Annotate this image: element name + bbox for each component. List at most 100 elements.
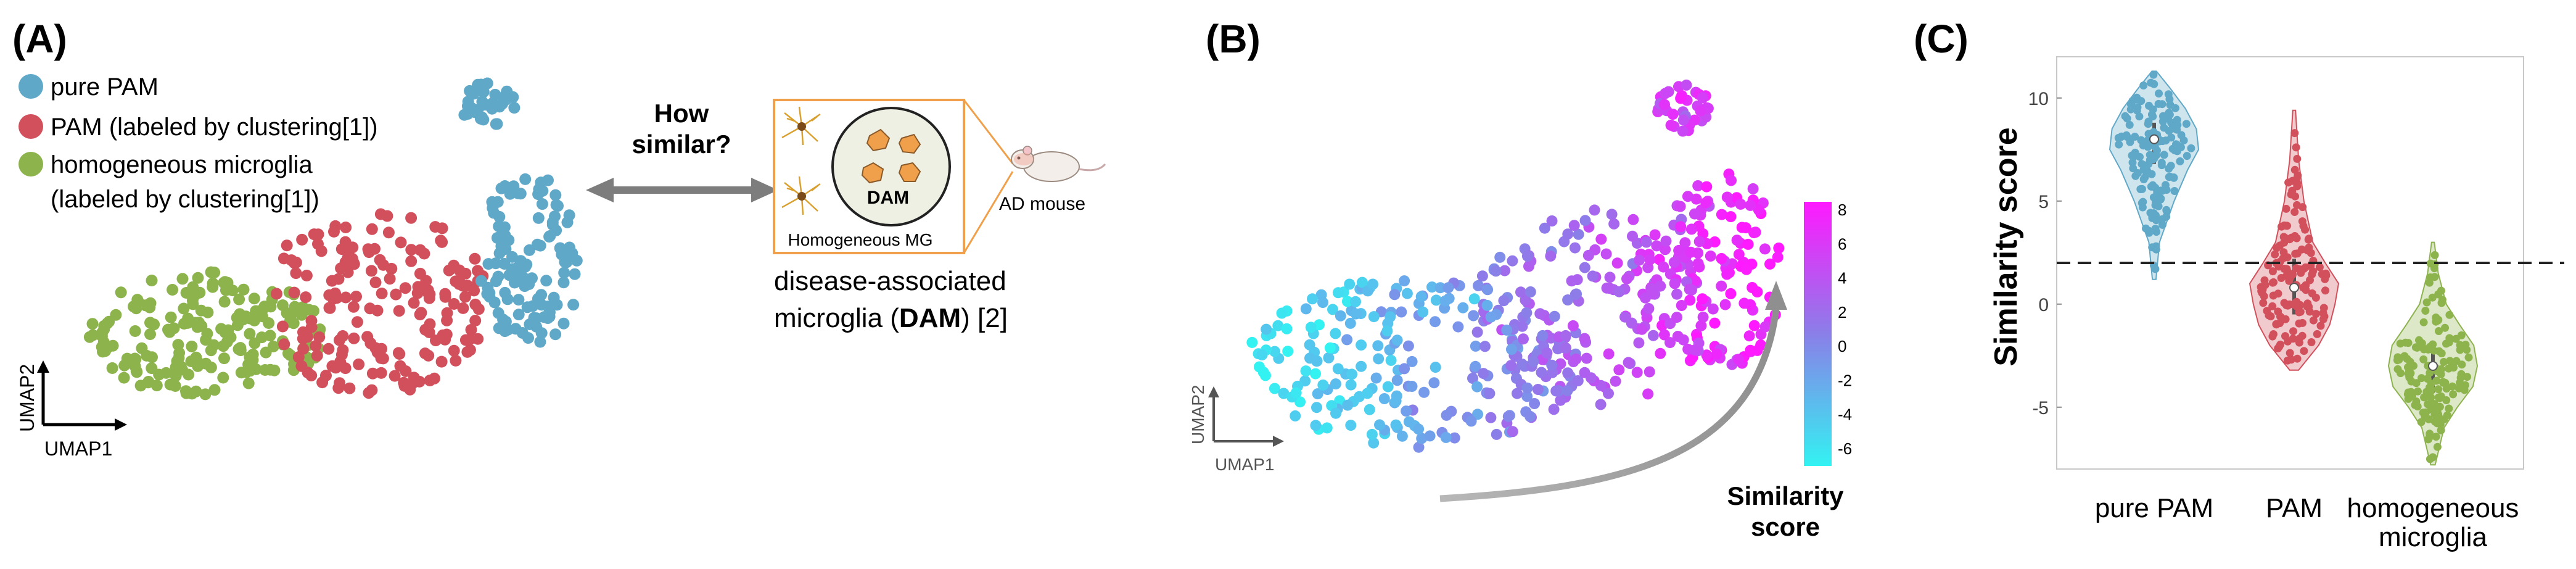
similarity-point-253 [1697, 311, 1709, 323]
similarity-point-383 [1644, 254, 1656, 265]
umap1-label-b: UMAP1 [1215, 455, 1274, 474]
umap-point-369 [278, 252, 290, 265]
similarity-point-384 [1604, 272, 1616, 283]
similarity-point-258 [1507, 255, 1518, 267]
violin-point [2122, 131, 2131, 139]
umap-point-404 [488, 296, 501, 309]
similarity-point-357 [1610, 375, 1621, 387]
umap-point-157 [189, 289, 201, 302]
umap-point-114 [87, 329, 99, 341]
panel-a-label: (A) [12, 17, 67, 61]
similarity-point-563 [1675, 93, 1687, 104]
umap-point-522 [489, 88, 501, 101]
similarity-point-256 [1516, 320, 1528, 332]
umap-point-434 [535, 289, 548, 301]
violin-point [2133, 93, 2141, 102]
violin-point [2128, 151, 2136, 160]
similarity-point-63 [1312, 388, 1323, 400]
umap-point-165 [129, 352, 141, 365]
violin-point [2445, 310, 2454, 319]
violin-point [2187, 144, 2195, 152]
similarity-point-378 [1525, 286, 1536, 297]
umap-point-322 [326, 275, 338, 287]
violin-point [2293, 179, 2302, 188]
violin-point [2433, 442, 2442, 451]
umap-point-197 [400, 365, 412, 377]
violin-point [2414, 387, 2422, 396]
umap-point-360 [328, 225, 340, 238]
umap-point-508 [477, 99, 489, 111]
colorbar-tick-label: 4 [1838, 269, 1846, 288]
similarity-point-15 [1473, 280, 1484, 291]
umap-point-47 [169, 380, 181, 392]
umap-point-314 [290, 256, 302, 268]
similarity-point-397 [1476, 270, 1488, 282]
similarity-point-342 [1501, 324, 1513, 336]
ad-mouse-label: AD mouse [999, 194, 1085, 214]
umap-point-191 [300, 270, 313, 281]
umap-point-176 [131, 294, 144, 306]
umap-point-216 [340, 291, 352, 304]
violin-point [2157, 159, 2166, 167]
violin-point [2427, 380, 2435, 388]
similarity-point-237 [1651, 240, 1663, 252]
similarity-point-221 [1441, 409, 1452, 421]
similarity-point-358 [1518, 333, 1529, 345]
umap-point-178 [146, 362, 158, 375]
umap-point-438 [540, 275, 553, 287]
umap-point-475 [536, 198, 548, 210]
similarity-point-89 [1356, 360, 1367, 372]
similarity-point-30 [1498, 295, 1510, 307]
similarity-point-332 [1579, 262, 1590, 273]
umap-point-130 [144, 301, 156, 314]
violin-point [2151, 197, 2160, 206]
violin-point [2319, 304, 2328, 312]
similarity-point-56 [1390, 395, 1402, 407]
similarity-point-171 [1548, 404, 1560, 415]
umap-point-184 [296, 301, 308, 314]
umap-point-447 [549, 328, 562, 341]
umap-point-488 [521, 301, 533, 314]
similarity-point-476 [1740, 264, 1752, 275]
similarity-point-159 [1282, 346, 1294, 357]
umap-point-429 [512, 294, 525, 306]
similarity-point-109 [1449, 432, 1460, 444]
umap-point-295 [312, 228, 324, 241]
similarity-point-349 [1643, 303, 1655, 314]
similarity-point-191 [1484, 388, 1496, 399]
umap-point-283 [420, 275, 432, 287]
colorbar-tick-label: -6 [1838, 439, 1852, 458]
similarity-point-201 [1344, 317, 1356, 329]
umap-point-480 [515, 255, 527, 267]
violin-point [2396, 339, 2405, 348]
violin-point [2265, 311, 2273, 320]
similarity-point-486 [1759, 321, 1771, 333]
similarity-point-469 [1701, 349, 1713, 361]
legend-dot-pam [19, 114, 43, 139]
similarity-point-512 [1716, 209, 1727, 220]
similarity-point-499 [1697, 293, 1708, 305]
umap-point-173 [173, 364, 186, 376]
violin-point [2437, 426, 2445, 434]
violin-point [2294, 172, 2302, 180]
violin-y-tick-label: 5 [2038, 192, 2049, 212]
similarity-point-405 [1692, 180, 1704, 191]
violin-point [2295, 308, 2303, 317]
similarity-point-134 [1485, 412, 1497, 423]
violin-point [2440, 358, 2448, 366]
similarity-point-448 [1660, 244, 1671, 255]
similarity-point-34 [1471, 326, 1483, 338]
dam-zoom-line-top [963, 99, 1014, 164]
umap-point-145 [249, 337, 261, 349]
umap-point-111 [176, 273, 189, 285]
similarity-point-228 [1418, 386, 1430, 398]
violin-point [2182, 120, 2191, 128]
umap-point-14 [144, 328, 156, 340]
similarity-point-514 [1721, 268, 1733, 280]
similarity-point-118 [1310, 420, 1322, 431]
umap-point-340 [392, 347, 405, 359]
similarity-point-135 [1502, 410, 1514, 422]
violin-point [2158, 100, 2167, 109]
umap-point-337 [323, 302, 335, 314]
similarity-point-515 [1668, 257, 1680, 268]
